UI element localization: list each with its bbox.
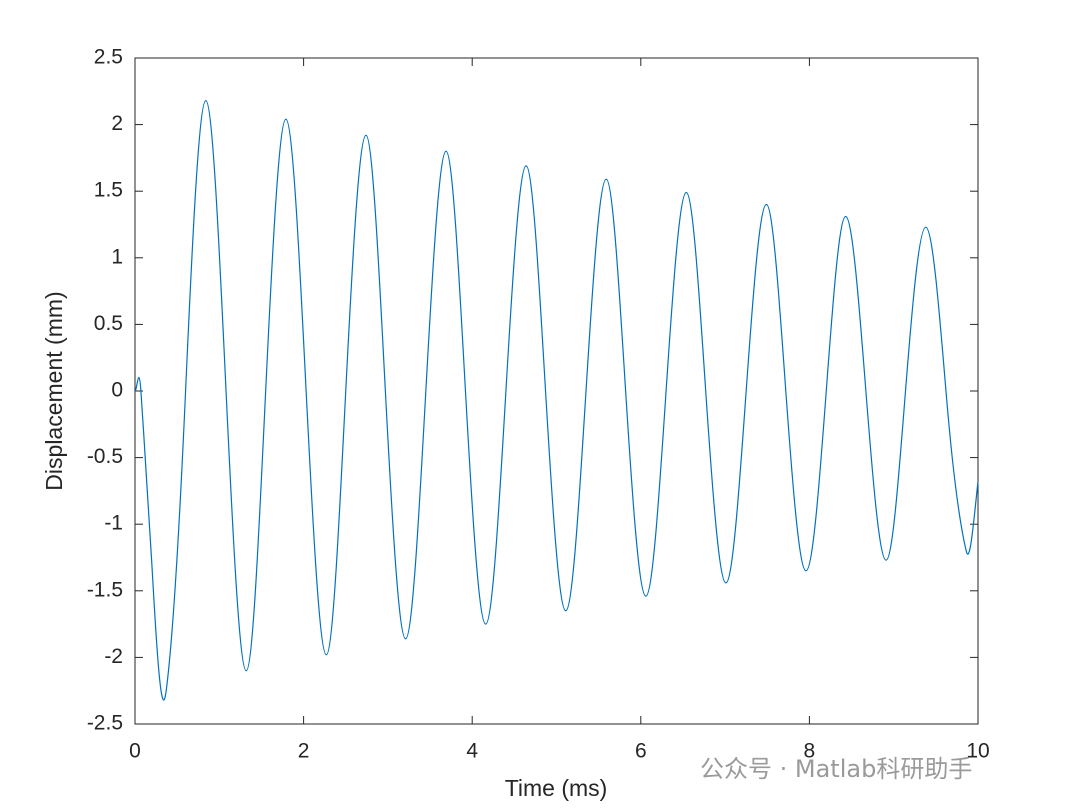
x-tick-label: 2 (298, 740, 310, 763)
x-tick-label: 10 (966, 740, 989, 763)
y-tick-label: -2.5 (87, 712, 123, 735)
x-tick-label: 4 (466, 740, 478, 763)
y-tick-label: 0.5 (94, 312, 123, 335)
y-axis-title: Displacement (mm) (41, 291, 67, 490)
watermark: 公众号 · Matlab科研助手 (700, 755, 972, 783)
data-line (134, 100, 979, 701)
y-tick-label: -1 (104, 512, 123, 535)
plot-frame (134, 57, 979, 725)
y-tick-label: -0.5 (87, 445, 123, 468)
y-tick-label: -1.5 (87, 578, 123, 601)
y-tick-label: -2 (104, 645, 123, 668)
y-tick-label: 1 (111, 245, 123, 268)
y-tick-label: 2.5 (94, 46, 123, 69)
x-tick-label: 6 (635, 740, 647, 763)
x-axis-title: Time (ms) (505, 775, 608, 801)
x-tick-label: 8 (804, 740, 816, 763)
y-tick-label: 0 (111, 379, 123, 402)
y-tick-label: 1.5 (94, 179, 123, 202)
x-tick-label: 0 (129, 740, 141, 763)
y-tick-label: 2 (111, 112, 123, 135)
